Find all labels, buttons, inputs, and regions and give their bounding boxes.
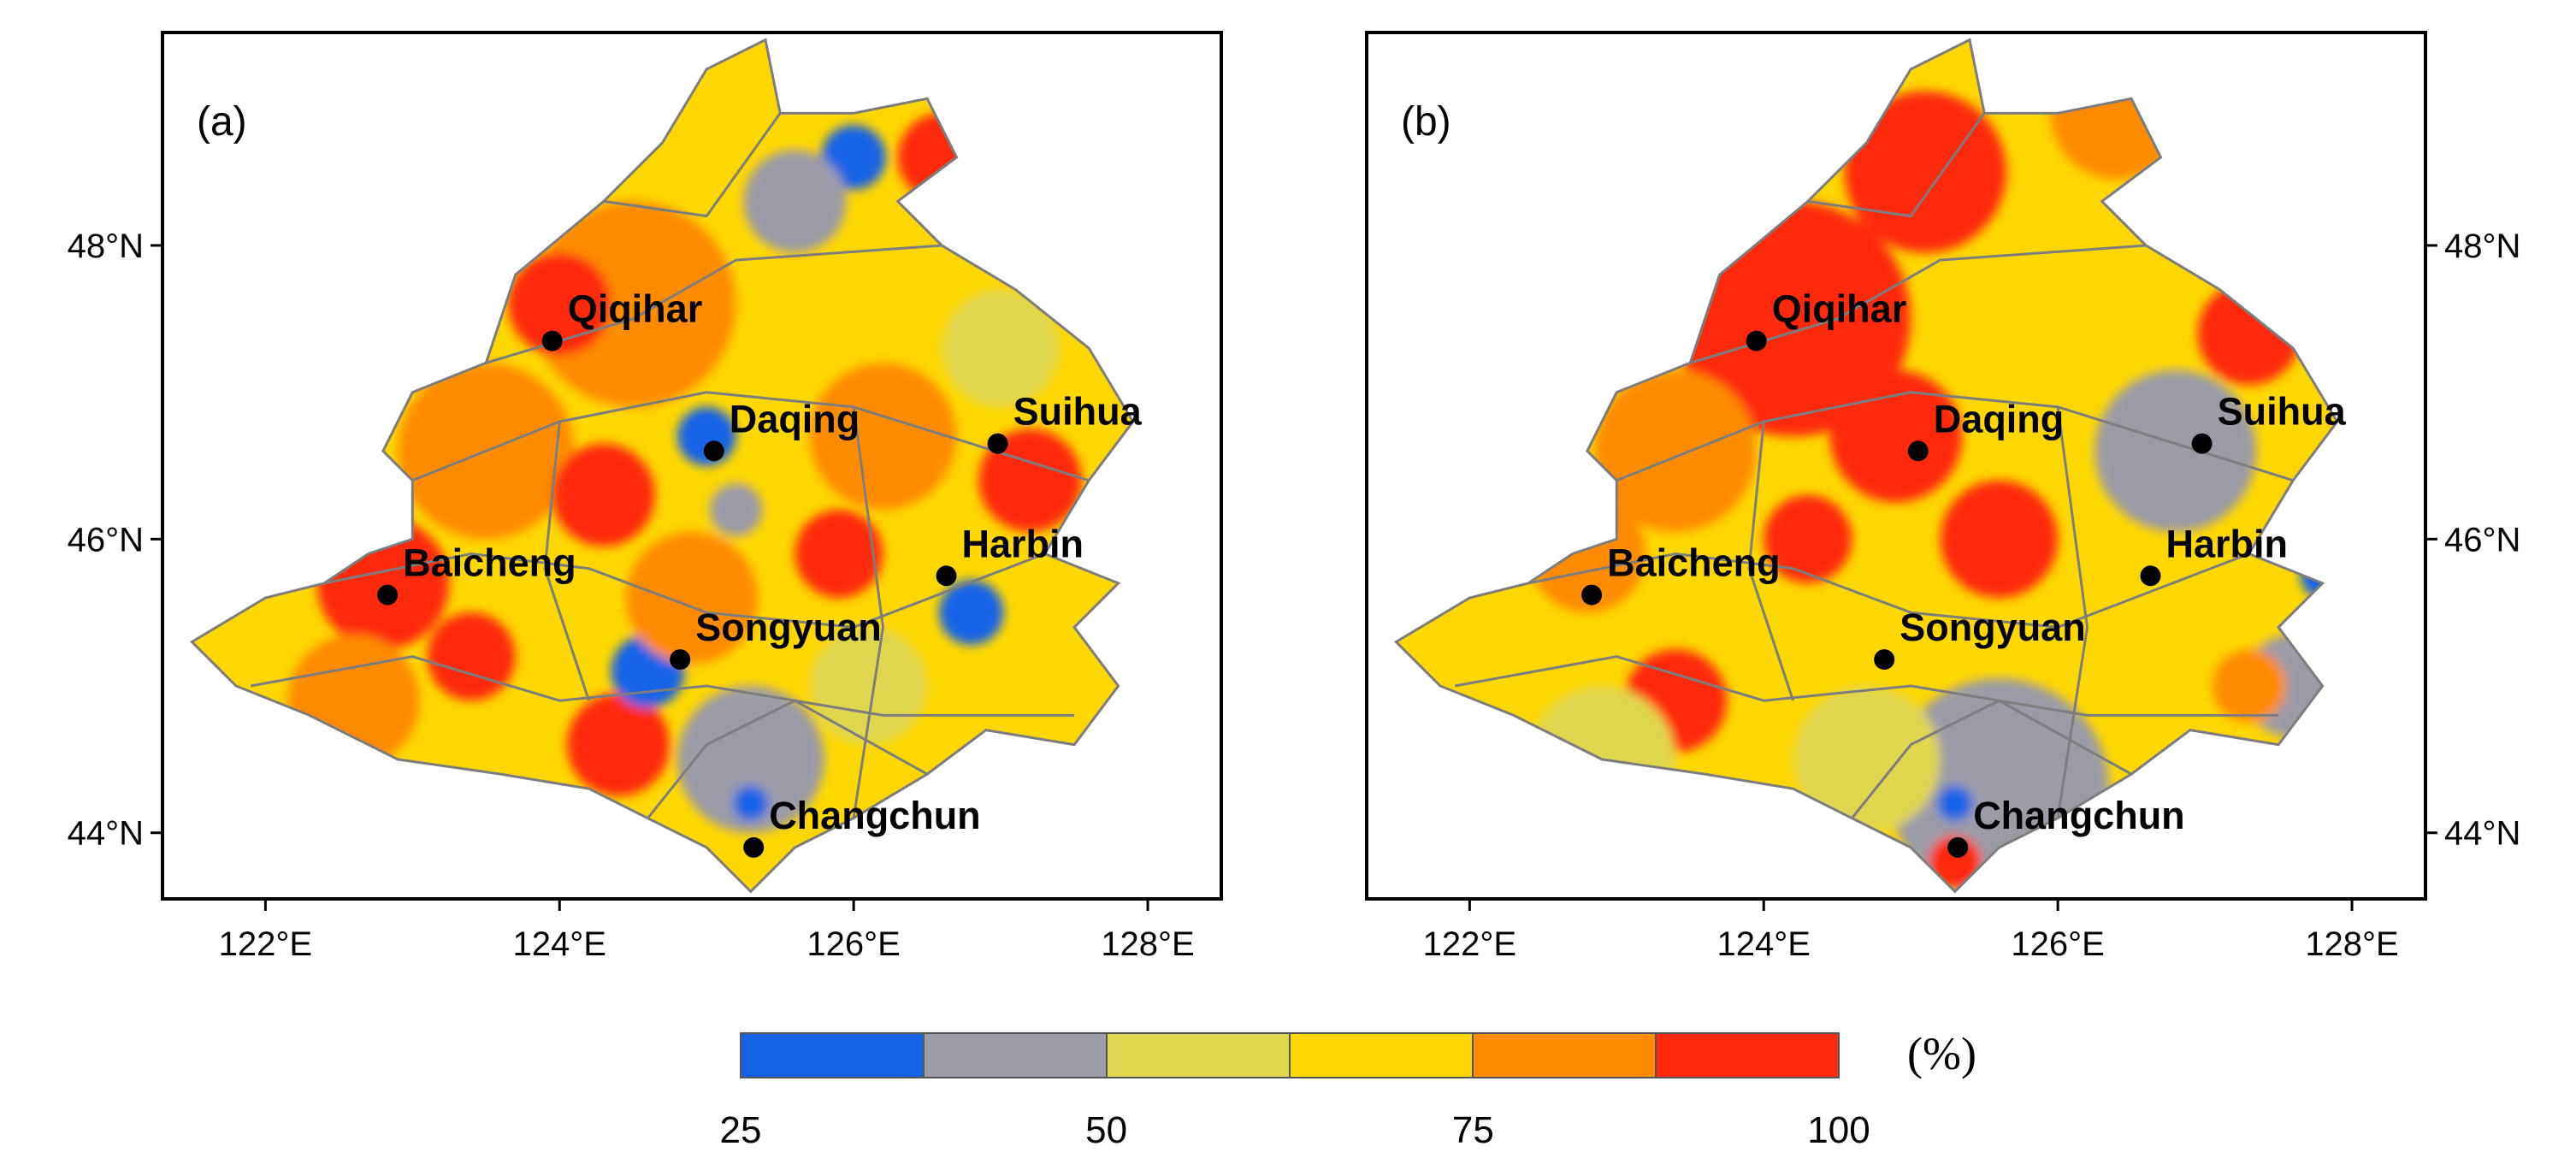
colorbar-swatch <box>1289 1032 1474 1078</box>
city-label: Harbin <box>962 522 1084 565</box>
contour-patch <box>1928 836 1982 889</box>
city-marker <box>1947 836 1969 858</box>
colorbar-tick-label: 100 <box>1807 1109 1870 1151</box>
colorbar: 25 50 75 100 (%) <box>720 1028 1976 1151</box>
map-panel-b: (b) Qiqihar Daqing Suihua Harbin Baicheng Son… <box>1365 31 2520 963</box>
contour-patch <box>552 443 655 547</box>
city-marker <box>936 565 957 587</box>
colorbar-tick-label: 50 <box>1085 1109 1127 1151</box>
city-marker <box>377 584 399 606</box>
panel-a-label: (a) <box>197 99 247 145</box>
city-label: Songyuan <box>695 606 882 649</box>
contour-patch <box>1594 369 1757 532</box>
x-tick-label: 128°E <box>1101 925 1194 963</box>
city-label: Changchun <box>1973 794 2184 837</box>
city-marker <box>1581 584 1603 606</box>
city-marker <box>670 649 691 671</box>
colorbar-tick-label: 25 <box>720 1109 762 1151</box>
city-label: Baicheng <box>1607 541 1781 585</box>
city-marker <box>2140 565 2161 587</box>
city-marker <box>703 440 724 462</box>
contour-patch <box>1940 480 2059 599</box>
colorbar-swatch <box>740 1032 925 1078</box>
y-tick-label: 46°N <box>2444 521 2520 558</box>
colorbar-frame <box>740 1032 1840 1078</box>
colorbar-swatch <box>1106 1032 1291 1078</box>
contour-patch <box>676 685 824 833</box>
city-label: Changchun <box>769 794 980 837</box>
contour-patch <box>1764 494 1852 583</box>
city-label: Suihua <box>2218 390 2347 434</box>
y-tick-label: 44°N <box>2444 815 2520 853</box>
city-marker <box>1907 440 1929 462</box>
city-label: Qiqihar <box>568 287 703 331</box>
contour-patch <box>733 785 769 822</box>
y-tick-label: 44°N <box>68 815 144 853</box>
contour-patch <box>743 150 847 253</box>
city-label: Daqing <box>730 397 860 440</box>
contour-patch <box>809 363 957 511</box>
contour-patch <box>566 693 671 796</box>
city-marker <box>541 330 563 352</box>
x-tick-label: 122°E <box>219 925 312 963</box>
x-tick-label: 122°E <box>1423 925 1516 963</box>
county-boundaries <box>250 112 1090 819</box>
x-tick-label: 126°E <box>806 925 900 963</box>
city-marker <box>1874 649 1895 671</box>
contour-patch <box>795 509 883 599</box>
contour-patch <box>427 612 516 701</box>
colorbar-tick-label: 75 <box>1452 1109 1494 1151</box>
panel-b-label: (b) <box>1401 99 1451 145</box>
y-tick-label: 48°N <box>2444 228 2520 265</box>
colorbar-unit-label: (%) <box>1907 1028 1976 1079</box>
contour-patch <box>2094 369 2257 532</box>
contour-patch <box>1829 369 1963 503</box>
colorbar-swatch <box>1472 1032 1657 1078</box>
colorbar-swatch <box>1655 1032 1840 1078</box>
city-label: Songyuan <box>1900 606 2086 649</box>
contour-patch <box>1937 785 1973 822</box>
city-label: Qiqihar <box>1772 287 1907 331</box>
colorbar-swatch <box>923 1032 1108 1078</box>
city-marker <box>987 433 1008 454</box>
contour-patch <box>625 531 759 665</box>
panel-a-fill <box>192 39 1133 892</box>
contour-patch <box>942 289 1060 407</box>
contour-patch <box>1793 685 1941 833</box>
map-panel-a: (a) Qiqihar Daqing Suihua Harbin Baicheng Son… <box>68 31 1223 963</box>
city-label: Suihua <box>1013 390 1143 434</box>
region-outline <box>189 38 1135 894</box>
city-marker <box>743 836 765 858</box>
x-tick-label: 128°E <box>2305 925 2398 963</box>
region-outline <box>1393 38 2339 894</box>
city-marker <box>1746 330 1767 352</box>
y-tick-label: 46°N <box>68 521 144 558</box>
x-tick-label: 124°E <box>1717 925 1811 963</box>
y-tick-label: 48°N <box>68 228 144 265</box>
city-label: Harbin <box>2166 522 2289 565</box>
city-label: Baicheng <box>403 541 576 585</box>
contour-patch <box>508 252 612 356</box>
contour-patch <box>2212 649 2286 723</box>
x-tick-label: 124°E <box>513 925 606 963</box>
city-marker <box>2191 433 2213 454</box>
contour-patch <box>709 483 763 536</box>
contour-patch <box>529 201 736 407</box>
city-label: Daqing <box>1934 397 2065 440</box>
contour-patch <box>938 580 1004 645</box>
x-tick-label: 126°E <box>2011 925 2104 963</box>
